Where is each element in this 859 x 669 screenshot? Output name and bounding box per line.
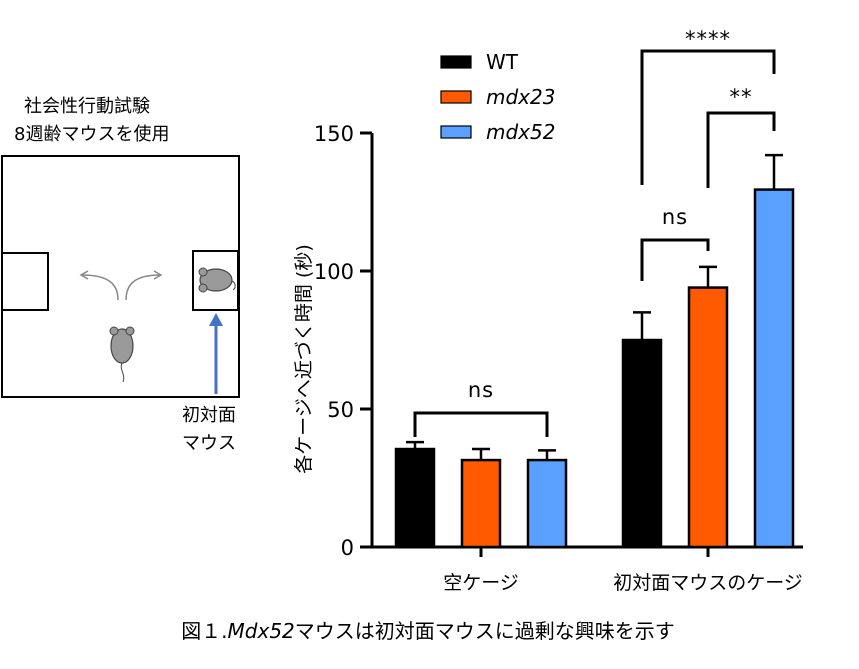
x-category-label: 初対面マウスのケージ: [613, 572, 803, 594]
bars: [394, 153, 795, 549]
choice-arrows-icon: [79, 270, 163, 301]
bar: [394, 447, 436, 549]
significance-bracket: [706, 111, 776, 188]
legend-label: WT: [486, 50, 519, 74]
significance-label: **: [730, 85, 753, 109]
significance-bracket: [640, 238, 710, 281]
stranger-mouse-icon: [198, 267, 236, 293]
stranger-label-line-1: 初対面: [182, 405, 236, 426]
y-tick-label: 150: [314, 122, 354, 146]
figure-caption: 図１.Mdx52マウスは初対面マウスに過剰な興味を示す: [181, 619, 675, 643]
significance-label: ****: [685, 27, 731, 51]
y-axis: 0 50 100 150: [314, 122, 374, 560]
bar: [753, 188, 795, 549]
bar: [687, 286, 729, 549]
legend-label: mdx52: [486, 120, 555, 144]
test-mouse-icon: [109, 326, 135, 383]
legend-swatch: [440, 55, 472, 69]
caption-suffix: マウスは初対面マウスに過剰な興味を示す: [295, 619, 675, 643]
significance-bracket: [640, 49, 776, 185]
y-tick-label: 50: [327, 398, 354, 422]
bar: [526, 458, 568, 549]
diagram-title-line-1: 社会性行動試験: [24, 96, 150, 117]
stranger-label-line-2: マウス: [182, 433, 236, 454]
x-category-label: 空ケージ: [443, 572, 519, 594]
stranger-arrow-icon: [209, 313, 223, 394]
legend-label: mdx23: [486, 85, 555, 109]
legend: WT mdx23 mdx52: [440, 50, 555, 144]
y-tick-label: 0: [341, 536, 354, 560]
significance-bracket: [413, 411, 549, 437]
caption-italic: Mdx52: [228, 619, 295, 643]
legend-swatch: [440, 125, 472, 139]
diagram-title-line-2: 8週齢マウスを使用: [14, 124, 169, 145]
caption-prefix: 図１.: [181, 619, 227, 643]
legend-swatch: [440, 90, 472, 104]
y-axis-label: 各ケージへ近づく時間 (秒): [293, 244, 315, 474]
behavior-test-diagram: 社会性行動試験 8週齢マウスを使用: [1, 96, 240, 454]
significance-label: ns: [468, 378, 494, 402]
y-tick-label: 100: [314, 260, 354, 284]
bar: [460, 458, 502, 549]
significance-label: ns: [662, 205, 688, 229]
x-axis: 空ケージ 初対面マウスのケージ: [370, 545, 803, 594]
empty-cage-box: [1, 252, 49, 311]
bar: [621, 338, 663, 549]
